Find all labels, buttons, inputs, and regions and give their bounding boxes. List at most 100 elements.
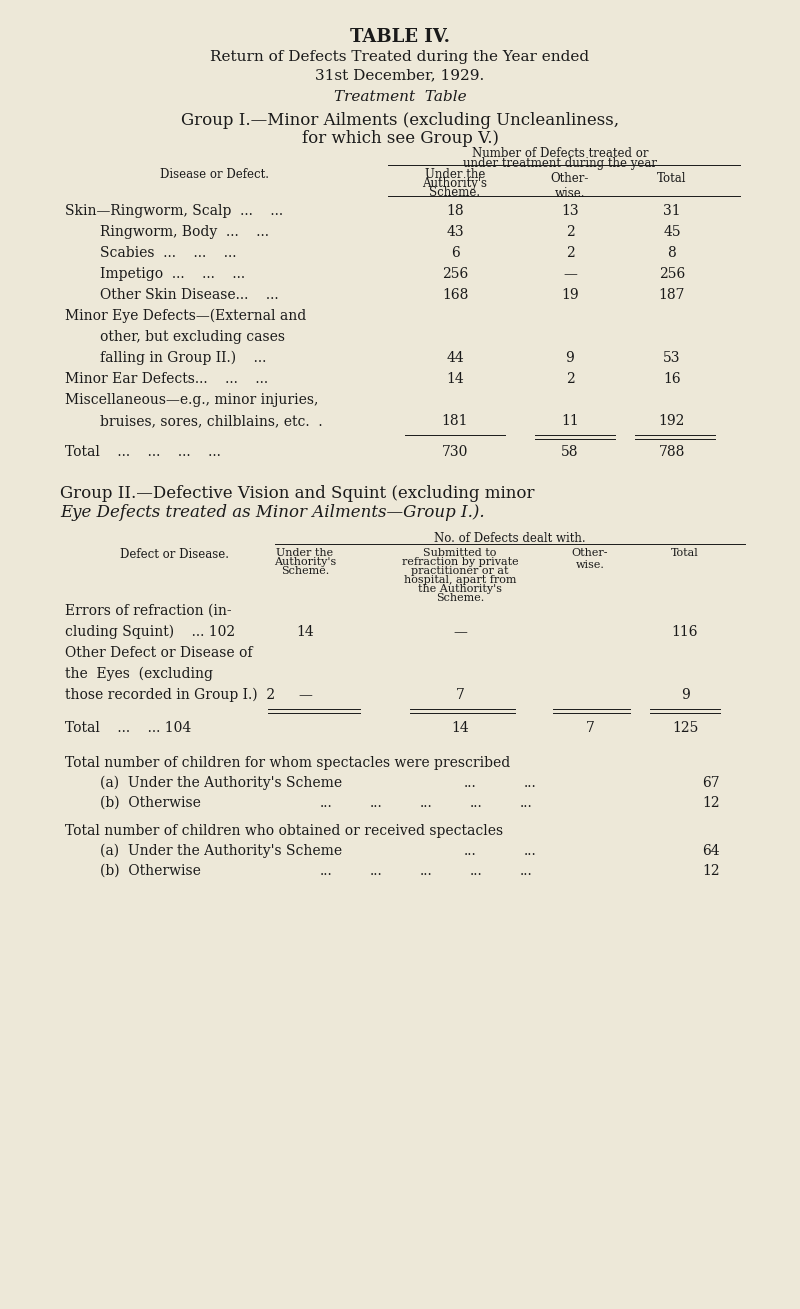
- Text: falling in Group II.)    ...: falling in Group II.) ...: [100, 351, 266, 365]
- Text: 168: 168: [442, 288, 468, 302]
- Text: Scabies  ...    ...    ...: Scabies ... ... ...: [100, 246, 237, 260]
- Text: Authority's: Authority's: [422, 177, 487, 190]
- Text: Scheme.: Scheme.: [430, 186, 481, 199]
- Text: Authority's: Authority's: [274, 558, 336, 567]
- Text: hospital, apart from: hospital, apart from: [404, 575, 516, 585]
- Text: ...: ...: [470, 796, 482, 810]
- Text: 187: 187: [658, 288, 686, 302]
- Text: 18: 18: [446, 204, 464, 219]
- Text: for which see Group V.): for which see Group V.): [302, 130, 498, 147]
- Text: 44: 44: [446, 351, 464, 365]
- Text: (b)  Otherwise: (b) Otherwise: [100, 864, 201, 878]
- Text: (a)  Under the Authority's Scheme: (a) Under the Authority's Scheme: [100, 844, 342, 859]
- Text: ...: ...: [420, 796, 433, 810]
- Text: Under the: Under the: [425, 168, 485, 181]
- Text: Other-
wise.: Other- wise.: [572, 548, 608, 569]
- Text: 11: 11: [561, 414, 579, 428]
- Text: 13: 13: [561, 204, 579, 219]
- Text: Total number of children who obtained or received spectacles: Total number of children who obtained or…: [65, 823, 503, 838]
- Text: 9: 9: [681, 689, 690, 702]
- Text: 31st December, 1929.: 31st December, 1929.: [315, 68, 485, 82]
- Text: —: —: [298, 689, 312, 702]
- Text: 181: 181: [442, 414, 468, 428]
- Text: 31: 31: [663, 204, 681, 219]
- Text: Errors of refraction (in-: Errors of refraction (in-: [65, 603, 232, 618]
- Text: Total: Total: [658, 171, 686, 185]
- Text: Minor Ear Defects...    ...    ...: Minor Ear Defects... ... ...: [65, 372, 268, 386]
- Text: 7: 7: [455, 689, 465, 702]
- Text: ...: ...: [320, 796, 333, 810]
- Text: 2: 2: [566, 372, 574, 386]
- Text: the  Eyes  (excluding: the Eyes (excluding: [65, 668, 213, 682]
- Text: Minor Eye Defects—(External and: Minor Eye Defects—(External and: [65, 309, 306, 323]
- Text: 192: 192: [659, 414, 685, 428]
- Text: Return of Defects Treated during the Year ended: Return of Defects Treated during the Yea…: [210, 50, 590, 64]
- Text: ...: ...: [464, 776, 476, 791]
- Text: Other Skin Disease...    ...: Other Skin Disease... ...: [100, 288, 278, 302]
- Text: Total    ...    ...    ...    ...: Total ... ... ... ...: [65, 445, 221, 459]
- Text: 67: 67: [702, 776, 720, 791]
- Text: 2: 2: [566, 225, 574, 240]
- Text: 8: 8: [668, 246, 676, 260]
- Text: 45: 45: [663, 225, 681, 240]
- Text: Total number of children for whom spectacles were prescribed: Total number of children for whom specta…: [65, 757, 510, 770]
- Text: No. of Defects dealt with.: No. of Defects dealt with.: [434, 531, 586, 545]
- Text: 9: 9: [566, 351, 574, 365]
- Text: ...: ...: [520, 796, 533, 810]
- Text: Eye Defects treated as Minor Ailments—Group I.).: Eye Defects treated as Minor Ailments—Gr…: [60, 504, 485, 521]
- Text: 12: 12: [702, 796, 720, 810]
- Text: —: —: [453, 624, 467, 639]
- Text: Scheme.: Scheme.: [436, 593, 484, 603]
- Text: 14: 14: [296, 624, 314, 639]
- Text: Other-
wise.: Other- wise.: [551, 171, 589, 200]
- Text: 7: 7: [586, 721, 594, 734]
- Text: ...: ...: [520, 864, 533, 878]
- Text: Miscellaneous—e.g., minor injuries,: Miscellaneous—e.g., minor injuries,: [65, 393, 318, 407]
- Text: Ringworm, Body  ...    ...: Ringworm, Body ... ...: [100, 225, 269, 240]
- Text: 14: 14: [446, 372, 464, 386]
- Text: ...: ...: [320, 864, 333, 878]
- Text: 730: 730: [442, 445, 468, 459]
- Text: 6: 6: [450, 246, 459, 260]
- Text: ...: ...: [464, 844, 476, 857]
- Text: 53: 53: [663, 351, 681, 365]
- Text: 16: 16: [663, 372, 681, 386]
- Text: Under the: Under the: [277, 548, 334, 558]
- Text: Impetigo  ...    ...    ...: Impetigo ... ... ...: [100, 267, 245, 281]
- Text: ...: ...: [420, 864, 433, 878]
- Text: ...: ...: [470, 864, 482, 878]
- Text: 12: 12: [702, 864, 720, 878]
- Text: ...: ...: [370, 864, 382, 878]
- Text: refraction by private: refraction by private: [402, 558, 518, 567]
- Text: Number of Defects treated or: Number of Defects treated or: [472, 147, 648, 160]
- Text: ...: ...: [524, 776, 536, 791]
- Text: ...: ...: [524, 844, 536, 857]
- Text: under treatment during the year: under treatment during the year: [463, 157, 657, 170]
- Text: Disease or Defect.: Disease or Defect.: [160, 168, 269, 181]
- Text: TABLE IV.: TABLE IV.: [350, 27, 450, 46]
- Text: Total    ...    ... 104: Total ... ... 104: [65, 721, 191, 734]
- Text: Submitted to: Submitted to: [423, 548, 497, 558]
- Text: the Authority's: the Authority's: [418, 584, 502, 594]
- Text: —: —: [563, 267, 577, 281]
- Text: ...: ...: [370, 796, 382, 810]
- Text: Defect or Disease.: Defect or Disease.: [120, 548, 229, 562]
- Text: Group II.—Defective Vision and Squint (excluding minor: Group II.—Defective Vision and Squint (e…: [60, 486, 534, 501]
- Text: other, but excluding cases: other, but excluding cases: [100, 330, 285, 344]
- Text: cluding Squint)    ... 102: cluding Squint) ... 102: [65, 624, 235, 639]
- Text: 256: 256: [659, 267, 685, 281]
- Text: 58: 58: [562, 445, 578, 459]
- Text: Treatment  Table: Treatment Table: [334, 90, 466, 103]
- Text: bruises, sores, chilblains, etc.  .: bruises, sores, chilblains, etc. .: [100, 414, 322, 428]
- Text: 788: 788: [659, 445, 685, 459]
- Text: 19: 19: [561, 288, 579, 302]
- Text: 43: 43: [446, 225, 464, 240]
- Text: 256: 256: [442, 267, 468, 281]
- Text: (b)  Otherwise: (b) Otherwise: [100, 796, 201, 810]
- Text: those recorded in Group I.)  2: those recorded in Group I.) 2: [65, 689, 275, 703]
- Text: 2: 2: [566, 246, 574, 260]
- Text: (a)  Under the Authority's Scheme: (a) Under the Authority's Scheme: [100, 776, 342, 791]
- Text: Group I.—Minor Ailments (excluding Uncleanliness,: Group I.—Minor Ailments (excluding Uncle…: [181, 113, 619, 130]
- Text: Other Defect or Disease of: Other Defect or Disease of: [65, 647, 253, 660]
- Text: Scheme.: Scheme.: [281, 565, 329, 576]
